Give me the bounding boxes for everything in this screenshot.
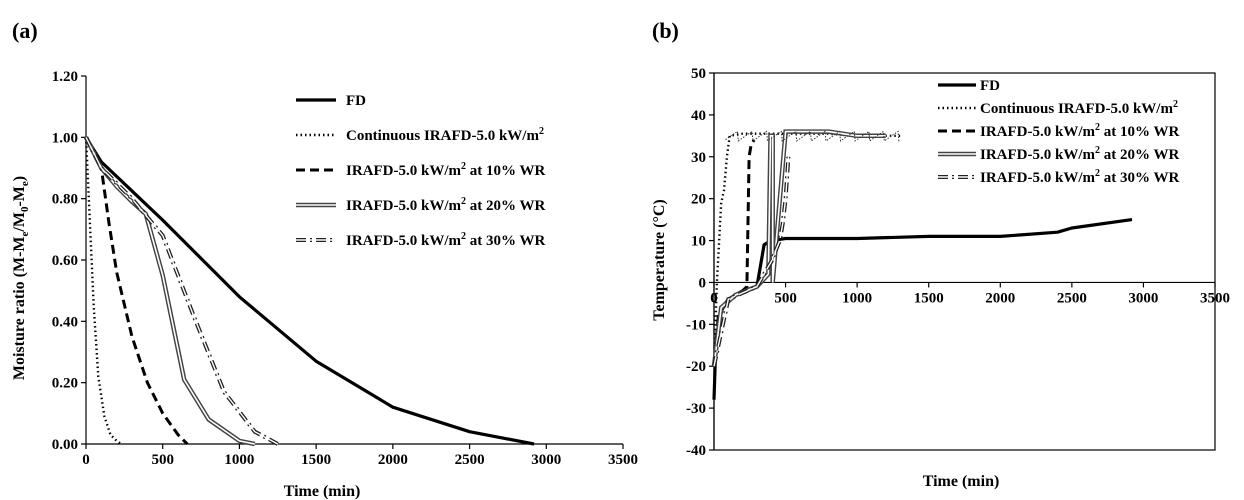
superscript-2: 2 (461, 196, 466, 207)
series-irafd-5-0-kw-m-at-10-wr (712, 139, 756, 367)
series-irafd-5-0-kw-m-at-30-wr (84, 136, 279, 446)
y-tick-label: -10 (686, 317, 706, 333)
x-tick-label: 1000 (224, 452, 254, 468)
x-tick-label: 1000 (842, 290, 872, 306)
panel-a-series (83, 136, 535, 447)
legend-label-rest: at 30% WR (1100, 170, 1179, 186)
panel-b-y-axis-title: Temperature (°C) (651, 199, 668, 320)
y-tick-label: 1.00 (52, 130, 78, 146)
legend-label-continuous-irafd-5-0-kw-m: Continuous IRAFD-5.0 kW/m2 (980, 99, 1178, 117)
legend-label-fd: FD (980, 78, 1000, 94)
legend-label-rest: at 20% WR (1100, 147, 1179, 163)
series-continuous-irafd-5-0-kw-m (712, 132, 901, 367)
x-tick-label: 2000 (378, 452, 408, 468)
plateau-noise-line (725, 130, 901, 142)
y-tick-label: 0.60 (52, 253, 78, 269)
series-continuous-irafd-5-0-kw-m (84, 137, 122, 445)
superscript-2: 2 (461, 161, 466, 172)
x-tick-label: 0 (710, 290, 718, 306)
legend-label-irafd-5-0-kw-m-at-10-wr: IRAFD-5.0 kW/m2 at 10% WR (346, 161, 545, 179)
legend-label-irafd-5-0-kw-m-at-30-wr: IRAFD-5.0 kW/m2 at 30% WR (980, 168, 1179, 186)
legend-label-rest: at 30% WR (466, 233, 545, 249)
y-tick-label: 0 (699, 275, 707, 291)
legend-label-irafd-5-0-kw-m-at-20-wr: IRAFD-5.0 kW/m2 at 20% WR (346, 196, 545, 214)
panel-a-axes: 0.00 0.20 0.40 0.60 0.80 1.00 1.20 0 500 1000 1500… (52, 69, 638, 468)
x-tick-label: 500 (151, 452, 174, 468)
series-irafd-5-0-kw-m-at-30-wr-inner (85, 136, 279, 445)
superscript-2: 2 (1095, 168, 1100, 179)
y-tick-label: 0.80 (52, 192, 78, 208)
x-tick-label: 2500 (1057, 290, 1087, 306)
x-tick-label: 3500 (608, 452, 638, 468)
panel-b-label: (b) (652, 18, 679, 43)
x-tick-label: 1500 (301, 452, 331, 468)
series-irafd-5-0-kw-m-at-30-wr (712, 156, 791, 367)
panel-b-legend: FD Continuous IRAFD-5.0 kW/m2 IRAFD-5.0 kW… (938, 78, 1179, 186)
series-irafd-5-0-kw-m-at-30-wr-outer (712, 156, 791, 367)
y-tick-label: 10 (691, 234, 706, 250)
legend-label-rest: at 10% WR (466, 163, 545, 179)
x-tick-label: 3500 (1200, 290, 1230, 306)
series-irafd-5-0-kw-m-at-20-wr-outer (711, 129, 886, 367)
superscript-2: 2 (1173, 99, 1178, 110)
x-tick-label: 2500 (455, 452, 485, 468)
legend-label-rest: at 20% WR (466, 198, 545, 214)
legend-label-continuous-irafd-5-0-kw-m: Continuous IRAFD-5.0 kW/m2 (346, 126, 544, 144)
legend-label-rest: at 10% WR (1100, 124, 1179, 140)
y-tick-label: 40 (691, 108, 706, 124)
y-tick-label: 30 (691, 150, 706, 166)
series-irafd-5-0-kw-m-at-20-wr (711, 129, 886, 367)
series-irafd-5-0-kw-m-at-30-wr-inner (713, 156, 790, 367)
legend-label-irafd-5-0-kw-m-at-30-wr: IRAFD-5.0 kW/m2 at 30% WR (346, 231, 545, 249)
panel-b-plot-frame (713, 72, 1216, 451)
superscript-2: 2 (1095, 145, 1100, 156)
x-tick-label: 3000 (1128, 290, 1158, 306)
panel-b-series (711, 129, 1133, 400)
y-tick-label: -20 (686, 359, 706, 375)
legend-label-fd: FD (346, 93, 366, 109)
y-tick-label: -40 (686, 443, 706, 459)
y-tick-label: 50 (691, 66, 706, 82)
panel-a-x-axis-title: Time (min) (284, 483, 361, 500)
x-tick-label: 1500 (914, 290, 944, 306)
y-tick-label: -30 (686, 401, 706, 417)
panel-b-x-axis-title: Time (min) (923, 473, 1000, 490)
y-tick-label: 1.20 (52, 69, 78, 85)
y-tick-label: 0.20 (52, 376, 78, 392)
temperature-plateau-noise (725, 130, 901, 142)
y-tick-label: 20 (691, 192, 706, 208)
legend-label-irafd-5-0-kw-m-at-10-wr: IRAFD-5.0 kW/m2 at 10% WR (980, 122, 1179, 140)
superscript-2: 2 (1095, 122, 1100, 133)
x-tick-label: 500 (774, 290, 797, 306)
x-tick-label: 3000 (531, 452, 561, 468)
panel-a-label: (a) (12, 18, 38, 43)
panel-a: (a) 0.00 0.20 0.40 0.60 0.80 1.00 1.20 0 500 1000… (11, 18, 638, 500)
series-irafd-5-0-kw-m-at-20-wr-inner (713, 130, 886, 367)
legend-label-irafd-5-0-kw-m-at-20-wr: IRAFD-5.0 kW/m2 at 20% WR (980, 145, 1179, 163)
y-tick-label: 0.40 (52, 314, 78, 330)
y-tick-label: 0.00 (52, 437, 78, 453)
superscript-2: 2 (539, 126, 544, 137)
superscript-2: 2 (461, 231, 466, 242)
x-tick-label: 2000 (985, 290, 1015, 306)
series-fd (84, 136, 535, 446)
panel-a-legend: FD Continuous IRAFD-5.0 kW/m2 IRAFD-5.0 kW… (296, 93, 545, 249)
panel-a-y-axis-title: Moisture ratio (M-Me/M0-Me) (11, 176, 31, 380)
x-tick-label: 0 (82, 452, 90, 468)
series-irafd-5-0-kw-m-at-30-wr-outer (84, 136, 279, 446)
